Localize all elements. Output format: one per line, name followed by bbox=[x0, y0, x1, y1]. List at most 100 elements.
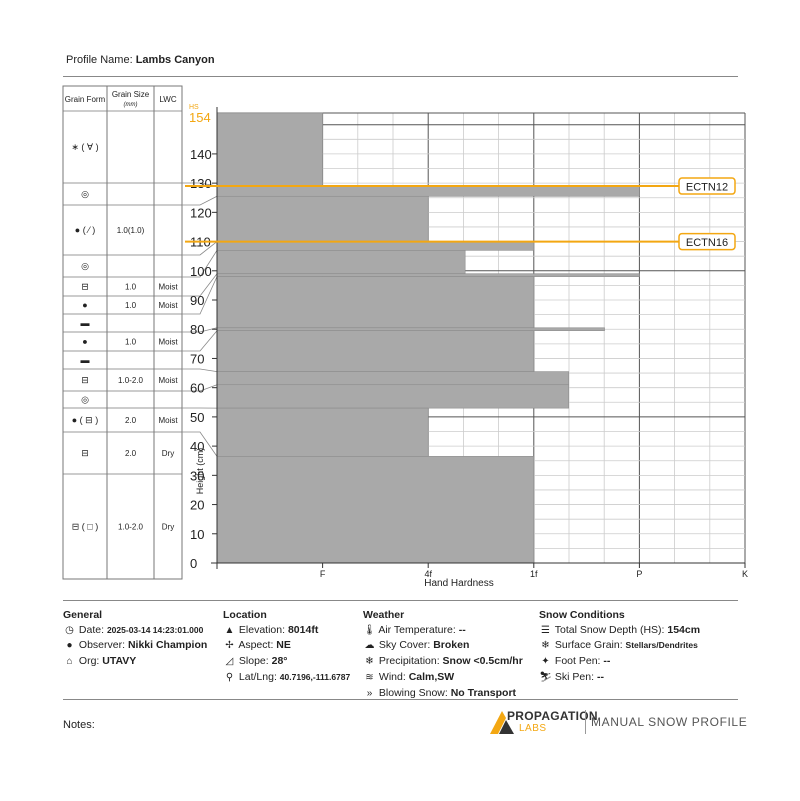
precip-label: Precipitation: bbox=[378, 655, 440, 668]
compass-icon: ✢ bbox=[225, 640, 234, 652]
blowing-value: No Transport bbox=[450, 686, 517, 699]
x-tick-label: F bbox=[320, 569, 326, 579]
y-tick-label: 20 bbox=[190, 498, 204, 513]
info-divider-bottom bbox=[63, 699, 738, 700]
y-tick-label: 30 bbox=[190, 468, 204, 483]
snow-title: Snow Conditions bbox=[539, 609, 625, 621]
ski-row: ⛷ Ski Pen: -- bbox=[539, 670, 700, 686]
lwc-cell: Moist bbox=[158, 376, 178, 385]
brand-name-top: PROPAGATION bbox=[507, 709, 598, 723]
grain-form-cell: ⊟ bbox=[81, 448, 89, 458]
y-tick-label: 50 bbox=[190, 410, 204, 425]
grain-form-cell: ● ( ⁄ ) bbox=[75, 225, 95, 235]
grain-size-header: Grain Size bbox=[112, 90, 150, 99]
date-label: Date: bbox=[78, 623, 105, 636]
hs-label: HS bbox=[189, 104, 199, 111]
depth-label: Total Snow Depth (HS): bbox=[554, 623, 665, 636]
hardness-bars bbox=[216, 112, 640, 564]
layer-connector bbox=[182, 250, 218, 278]
notes-label: Notes: bbox=[63, 719, 95, 731]
grain-size-cell: 1.0(1.0) bbox=[117, 226, 145, 235]
ski-icon: ⛷ bbox=[539, 671, 552, 683]
grain-label: Surface Grain: bbox=[554, 639, 623, 652]
chart-axes: 0102030405060708090100110120130140HS154F… bbox=[189, 104, 748, 589]
aspect-value: NE bbox=[276, 639, 291, 652]
grain-table: Grain Form Grain Size (mm) LWC ∗ ( ∀ ) ◎ ● ( ⁄… bbox=[62, 85, 183, 580]
hardness-bar bbox=[216, 112, 323, 187]
lwc-cell: Dry bbox=[162, 449, 174, 458]
brand-divider bbox=[585, 710, 586, 734]
grain-value: Stellars/Dendrites bbox=[625, 640, 698, 651]
grain-form-cell: ▬ bbox=[81, 355, 90, 365]
grain-form-cell: ▬ bbox=[81, 318, 90, 328]
wind-value: Calm,SW bbox=[408, 670, 455, 683]
lwc-cell: Dry bbox=[162, 523, 174, 532]
general-title: General bbox=[63, 609, 103, 621]
snow-profile-chart: Grain Form Grain Size (mm) LWC ∗ ( ∀ ) ◎ ● ( ⁄… bbox=[62, 85, 748, 589]
grain-form-cell: ◎ bbox=[81, 395, 89, 405]
snow-conditions-section: Snow Conditions ☰ Total Snow Depth (HS):… bbox=[539, 608, 700, 686]
date-row: ◷ Date: 2025-03-14 14:23:01.000 bbox=[63, 623, 207, 639]
info-divider-top bbox=[63, 600, 738, 601]
sky-value: Broken bbox=[433, 639, 470, 652]
x-tick-label: K bbox=[742, 569, 748, 579]
layer-connectors bbox=[182, 182, 218, 457]
slope-label: Slope: bbox=[238, 655, 269, 668]
profile-name-value: Lambs Canyon bbox=[135, 54, 215, 66]
weather-title: Weather bbox=[363, 609, 405, 621]
air-temp-row: 🌡 Air Temperature: -- bbox=[363, 623, 523, 639]
grain-form-cell: ● bbox=[82, 300, 87, 310]
y-tick-label: 0 bbox=[190, 556, 197, 571]
y-tick-label: 10 bbox=[190, 527, 204, 542]
grain-size-cell: 1.0-2.0 bbox=[118, 523, 143, 532]
grain-size-unit: (mm) bbox=[124, 102, 138, 108]
blowing-row: » Blowing Snow: No Transport bbox=[363, 686, 523, 702]
hardness-bar bbox=[216, 241, 535, 251]
aspect-label: Aspect: bbox=[238, 639, 274, 652]
latlng-label: Lat/Lng: bbox=[238, 670, 277, 683]
brand-name-bottom: LABS bbox=[519, 723, 547, 734]
layer-connector bbox=[182, 276, 218, 315]
thermometer-icon: 🌡 bbox=[363, 624, 376, 636]
lwc-cell: Moist bbox=[158, 301, 178, 310]
y-tick-label: 140 bbox=[190, 147, 212, 162]
propagation-labs-logo-icon bbox=[490, 711, 514, 734]
y-tick-label: 90 bbox=[190, 293, 204, 308]
foot-row: ✦ Foot Pen: -- bbox=[539, 654, 700, 670]
x-tick-label: P bbox=[636, 569, 642, 579]
hardness-bar bbox=[216, 185, 640, 197]
lwc-cell: Moist bbox=[158, 283, 178, 292]
top-divider bbox=[63, 76, 738, 77]
org-label: Org: bbox=[78, 655, 100, 668]
org-row: ⌂ Org: UTAVY bbox=[63, 654, 207, 670]
air-temp-value: -- bbox=[458, 623, 466, 636]
slope-value: 28° bbox=[271, 655, 288, 668]
grain-table-border bbox=[62, 85, 183, 580]
profile-name-label: Profile Name: bbox=[66, 54, 133, 66]
grain-form-cell: ◎ bbox=[81, 261, 89, 271]
grain-row: ❄ Surface Grain: Stellars/Dendrites bbox=[539, 638, 700, 654]
air-temp-label: Air Temperature: bbox=[378, 623, 456, 636]
hardness-bar bbox=[216, 250, 466, 275]
grain-form-cell: ● ( ⊟ ) bbox=[72, 415, 98, 425]
precip-value: Snow <0.5cm/hr bbox=[442, 655, 523, 668]
grain-form-cell: ⊟ bbox=[81, 375, 89, 385]
test-label-box bbox=[678, 232, 736, 251]
depth-icon: ☰ bbox=[541, 624, 550, 636]
pin-icon: ⚲ bbox=[225, 671, 234, 683]
layer-connector bbox=[182, 241, 218, 256]
hs-value: 154 bbox=[189, 110, 211, 125]
stability-tests: ECTN12 ECTN16 bbox=[185, 177, 736, 251]
lwc-header: LWC bbox=[159, 95, 176, 104]
hardness-bar bbox=[216, 456, 535, 564]
foot-label: Foot Pen: bbox=[554, 655, 601, 668]
grain-form-header: Grain Form bbox=[65, 95, 106, 104]
grain-size-cell: 1.0 bbox=[125, 338, 137, 347]
layer-connector bbox=[182, 431, 218, 457]
x-tick-label: 1f bbox=[530, 569, 538, 579]
grain-size-cell: 1.0 bbox=[125, 301, 137, 310]
y-axis-title: Height (cm) bbox=[195, 448, 205, 495]
slope-row: ◿ Slope: 28° bbox=[223, 654, 350, 670]
wind-icon: ≋ bbox=[365, 671, 374, 683]
layer-connector bbox=[182, 182, 218, 187]
